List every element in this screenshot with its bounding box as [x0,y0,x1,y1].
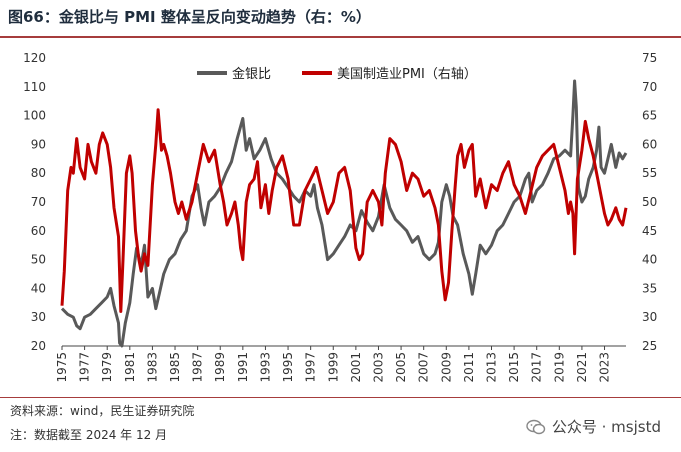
right-tick-label: 75 [642,51,657,65]
right-tick-label: 60 [642,137,657,151]
x-tick-label: 1975 [55,352,69,383]
x-tick-label: 1985 [168,352,182,383]
x-tick-label: 1981 [123,352,137,383]
left-tick-label: 80 [31,166,46,180]
x-tick-label: 1983 [145,352,159,383]
right-tick-label: 55 [642,166,657,180]
data-note: 注：数据截至 2024 年 12 月 [10,428,168,442]
x-tick-label: 2003 [371,352,385,383]
right-tick-label: 45 [642,224,657,238]
x-tick-label: 2013 [484,352,498,383]
x-tick-label: 2011 [462,352,476,383]
left-tick-label: 20 [31,339,46,353]
x-tick-label: 1977 [78,352,92,383]
left-tick-label: 120 [23,51,46,65]
x-tick-label: 2005 [394,352,408,383]
left-tick-label: 30 [31,310,46,324]
right-tick-label: 35 [642,281,657,295]
x-tick-label: 1997 [304,352,318,383]
legend-label-pmi: 美国制造业PMI（右轴） [337,67,477,82]
right-tick-label: 70 [642,80,657,94]
left-tick-label: 110 [23,80,46,94]
left-tick-label: 50 [31,253,46,267]
x-tick-label: 1999 [326,352,340,383]
x-tick-label: 2023 [598,352,612,383]
watermark: 公众号 · msjstd [526,416,661,437]
x-axis-ticks: 1975 1977 1979 1981 1983 1985 1987 1989 1991 1993… [55,346,612,383]
series-line-pmi [60,108,628,313]
wechat-icon [526,419,546,434]
legend-label-gold-silver: 金银比 [232,66,271,82]
left-tick-label: 70 [31,195,46,209]
x-tick-label: 2009 [439,352,453,383]
x-tick-label: 1979 [100,352,114,383]
x-tick-label: 2015 [507,352,521,383]
x-tick-label: 1987 [191,352,205,383]
source-note: 资料来源：wind，民生证券研究院 [10,404,195,418]
x-tick-label: 1989 [213,352,227,383]
x-tick-label: 2017 [530,352,544,383]
right-tick-label: 30 [642,310,657,324]
x-tick-label: 2019 [552,352,566,383]
x-tick-label: 2021 [575,352,589,383]
left-tick-label: 60 [31,224,46,238]
series-line-gold-silver [60,79,628,348]
right-tick-label: 40 [642,253,657,267]
right-tick-label: 25 [642,339,657,353]
x-tick-label: 2001 [349,352,363,383]
left-tick-label: 40 [31,281,46,295]
watermark-text: 公众号 · msjstd [551,418,661,436]
footer-divider [0,397,681,398]
right-axis-ticks: 25 30 35 40 45 50 55 60 65 70 75 [642,51,657,353]
legend: 金银比 美国制造业PMI（右轴） [197,66,477,82]
page-title: 图66：金银比与 PMI 整体呈反向变动趋势（右：%） [8,8,371,26]
x-tick-label: 1993 [258,352,272,383]
x-tick-label: 1991 [236,352,250,383]
chart: 20 30 40 50 60 70 80 90 100 110 120 25 30 35 40 45 50 55… [23,51,657,383]
left-tick-label: 90 [31,137,46,151]
right-tick-label: 65 [642,109,657,123]
x-tick-label: 1995 [281,352,295,383]
x-tick-label: 2007 [417,352,431,383]
left-axis-ticks: 20 30 40 50 60 70 80 90 100 110 120 [23,51,46,353]
left-tick-label: 100 [23,109,46,123]
right-tick-label: 50 [642,195,657,209]
title-divider [0,36,681,38]
